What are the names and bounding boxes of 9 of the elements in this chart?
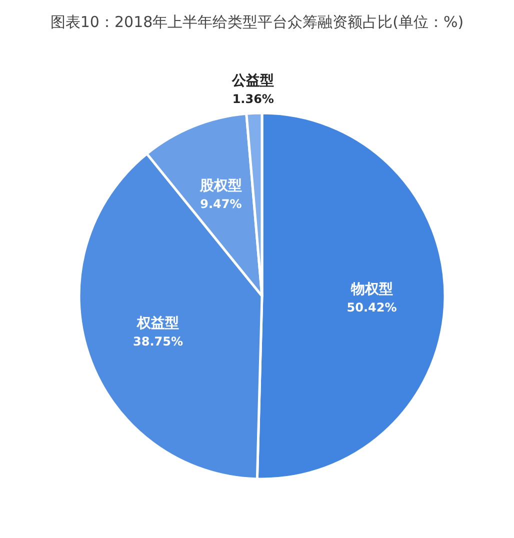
data-label: 50.42% [346,300,397,314]
data-label: 38.75% [133,334,184,348]
data-label: 1.36% [232,92,274,106]
slice-label: 股权型 [198,178,242,194]
slice-label: 物权型 [350,281,393,298]
slice-label: 权益型 [136,315,180,332]
slice-label: 公益型 [231,73,274,90]
chart-title: 图表10：2018年上半年给类型平台众筹融资额占比(单位：%) [50,13,464,31]
data-label: 9.47% [200,197,242,212]
